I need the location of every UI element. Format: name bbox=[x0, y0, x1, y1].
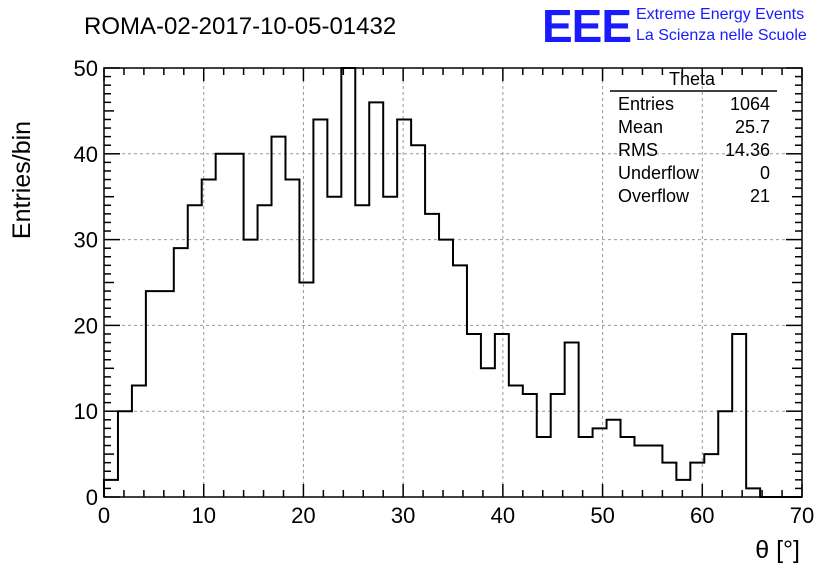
stats-label: Mean bbox=[618, 117, 663, 137]
tick-labels: 0 10 20 30 40 50 60 70 0 10 20 30 40 50 bbox=[74, 56, 815, 528]
y-tick-label: 0 bbox=[86, 485, 98, 510]
eee-logo: EEE Extreme Energy Events La Scienza nel… bbox=[542, 0, 807, 52]
histogram-bin bbox=[160, 291, 174, 497]
histogram-bin bbox=[216, 154, 230, 497]
histogram-bin bbox=[118, 411, 132, 497]
histogram-bin bbox=[718, 411, 732, 497]
histogram-bin bbox=[313, 119, 327, 497]
logo-mark: EEE bbox=[542, 0, 631, 52]
histogram-bin bbox=[607, 420, 621, 497]
stats-value: 25.7 bbox=[735, 117, 770, 137]
histogram-bin bbox=[648, 446, 662, 497]
histogram-bin bbox=[439, 240, 453, 497]
stats-value: 0 bbox=[760, 163, 770, 183]
histogram-bin bbox=[495, 334, 509, 497]
stats-box: Theta Entries 1064 Mean 25.7 RMS 14.36 Underfl… bbox=[610, 69, 777, 206]
histogram-bin bbox=[467, 334, 481, 497]
y-tick-label: 20 bbox=[74, 313, 98, 338]
histogram-bin bbox=[132, 385, 146, 497]
histogram-bin bbox=[565, 343, 579, 497]
y-axis-title: Entries/bin bbox=[8, 121, 36, 239]
chart-title: ROMA-02-2017-10-05-01432 bbox=[84, 13, 396, 40]
histogram-bin bbox=[634, 446, 648, 497]
histogram-bin bbox=[411, 145, 425, 497]
y-tick-label: 10 bbox=[74, 399, 98, 424]
stats-label: Underflow bbox=[618, 163, 700, 183]
histogram-bin bbox=[174, 248, 188, 497]
y-tick-label: 50 bbox=[74, 56, 98, 81]
stats-label: RMS bbox=[618, 140, 658, 160]
stats-label: Entries bbox=[618, 94, 674, 114]
histogram-bin bbox=[202, 180, 216, 497]
histogram-bin bbox=[481, 368, 495, 497]
histogram-outline bbox=[103, 67, 802, 498]
logo-line-1: Extreme Energy Events bbox=[636, 6, 804, 23]
x-tick-label: 60 bbox=[690, 503, 714, 528]
x-tick-label: 50 bbox=[590, 503, 614, 528]
histogram-bin bbox=[523, 394, 537, 497]
x-axis-title: θ [°] bbox=[755, 536, 800, 564]
stats-label: Overflow bbox=[618, 186, 690, 206]
histogram-bin bbox=[453, 265, 467, 497]
stats-value: 1064 bbox=[730, 94, 770, 114]
histogram-bin bbox=[732, 334, 746, 497]
histogram-bin bbox=[551, 394, 565, 497]
x-tick-label: 40 bbox=[491, 503, 515, 528]
x-tick-label: 10 bbox=[191, 503, 215, 528]
histogram-bin bbox=[341, 68, 355, 497]
histogram-bin bbox=[146, 291, 160, 497]
histogram-bin bbox=[397, 119, 411, 497]
histogram-bin bbox=[258, 205, 272, 497]
x-tick-label: 30 bbox=[391, 503, 415, 528]
histogram-bin bbox=[704, 454, 718, 497]
y-tick-label: 30 bbox=[74, 228, 98, 253]
histogram-bin bbox=[355, 205, 369, 497]
histogram-bin bbox=[509, 385, 523, 497]
histogram-bin bbox=[285, 180, 299, 497]
x-tick-label: 70 bbox=[790, 503, 814, 528]
y-tick-label: 40 bbox=[74, 142, 98, 167]
histogram-bin bbox=[662, 463, 676, 497]
histogram-bin bbox=[383, 197, 397, 497]
histogram-bin bbox=[746, 488, 760, 497]
histogram-bin bbox=[593, 428, 607, 497]
tick-marks bbox=[103, 67, 803, 498]
histogram-bin bbox=[299, 283, 313, 498]
histogram-bin bbox=[537, 437, 551, 497]
histogram-bin bbox=[188, 205, 202, 497]
histogram-bin bbox=[244, 240, 258, 497]
histogram-bin bbox=[425, 214, 439, 497]
stats-name: Theta bbox=[669, 69, 716, 89]
histogram-series bbox=[103, 67, 802, 498]
stats-value: 21 bbox=[750, 186, 770, 206]
x-tick-label: 20 bbox=[291, 503, 315, 528]
stats-value: 14.36 bbox=[725, 140, 770, 160]
logo-line-2: La Scienza nelle Scuole bbox=[636, 27, 807, 44]
x-tick-label: 0 bbox=[98, 503, 110, 528]
histogram-bin bbox=[230, 154, 244, 497]
histogram-bin bbox=[676, 480, 690, 497]
histogram-bin bbox=[369, 102, 383, 497]
histogram-bin bbox=[272, 137, 286, 497]
histogram-bin bbox=[621, 437, 635, 497]
histogram-bin bbox=[327, 197, 341, 497]
histogram-bin bbox=[579, 437, 593, 497]
